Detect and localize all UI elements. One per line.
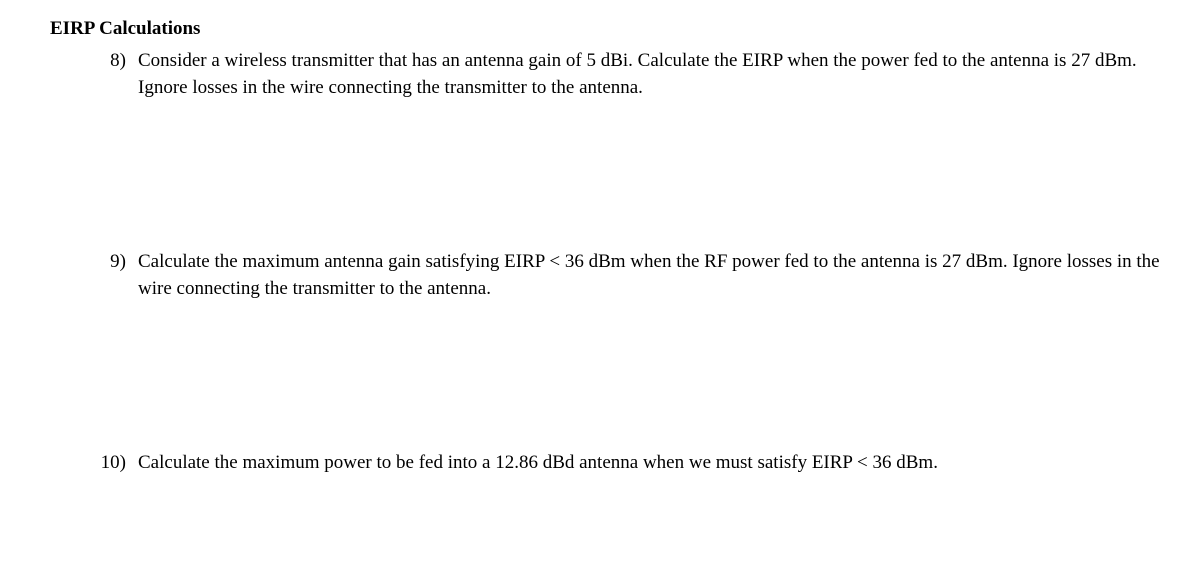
question-text: Calculate the maximum power to be fed in…	[138, 450, 1160, 477]
question-item: 10) Calculate the maximum power to be fe…	[50, 450, 1160, 477]
question-number: 8)	[90, 48, 138, 101]
spacer	[50, 111, 1160, 249]
question-number: 10)	[90, 450, 138, 477]
spacer	[50, 312, 1160, 450]
question-number: 9)	[90, 249, 138, 302]
question-text: Consider a wireless transmitter that has…	[138, 48, 1160, 101]
question-item: 8) Consider a wireless transmitter that …	[50, 48, 1160, 101]
question-item: 9) Calculate the maximum antenna gain sa…	[50, 249, 1160, 302]
section-heading: EIRP Calculations	[50, 18, 1160, 40]
question-text: Calculate the maximum antenna gain satis…	[138, 249, 1160, 302]
